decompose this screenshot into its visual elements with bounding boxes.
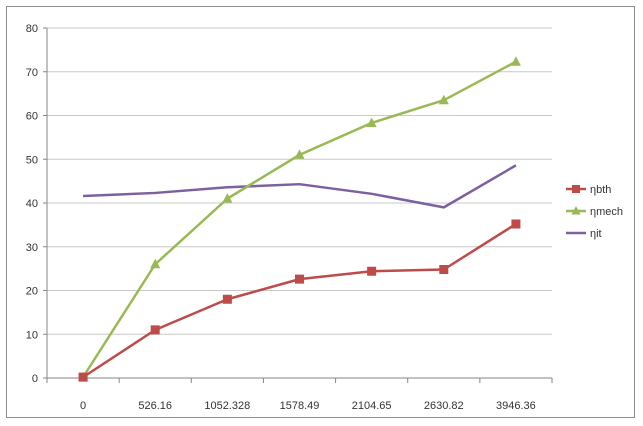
data-point-square bbox=[150, 325, 160, 335]
x-tick-label: 1052.328 bbox=[204, 400, 250, 412]
x-tick-label: 2104.65 bbox=[352, 400, 392, 412]
axes bbox=[43, 27, 553, 383]
data-point-square bbox=[222, 294, 232, 304]
legend-label: ηmech bbox=[590, 206, 623, 218]
data-point-triangle bbox=[510, 56, 521, 66]
x-axis-tick-labels: 0 526.16 1052.328 1578.49 2104.65 2630.82 3946… bbox=[80, 400, 536, 412]
data-point-triangle bbox=[222, 193, 233, 203]
x-tick-label: 526.16 bbox=[138, 400, 172, 412]
data-point-triangle bbox=[150, 258, 161, 269]
y-tick-label: 60 bbox=[26, 111, 38, 123]
x-tick-label: 0 bbox=[80, 400, 86, 412]
x-tick-label: 2630.82 bbox=[424, 400, 464, 412]
gridlines bbox=[47, 27, 552, 335]
series-line bbox=[82, 60, 517, 378]
series-line bbox=[83, 164, 517, 209]
y-tick-label: 80 bbox=[26, 23, 38, 35]
x-tick-label: 1578.49 bbox=[280, 400, 320, 412]
data-point-square bbox=[439, 265, 449, 274]
series-group bbox=[78, 56, 521, 382]
y-axis-tick-labels: 0 10 20 30 40 50 60 70 80 bbox=[26, 23, 38, 385]
data-point-square bbox=[367, 266, 377, 276]
y-tick-label: 50 bbox=[26, 154, 38, 166]
legend-marker-triangle bbox=[571, 206, 581, 215]
chart-area bbox=[6, 6, 635, 418]
legend-label: ηbth bbox=[590, 184, 611, 196]
legend-label: ηit bbox=[590, 228, 602, 240]
data-point-square bbox=[295, 274, 304, 284]
y-tick-label: 40 bbox=[26, 198, 38, 210]
data-point-triangle bbox=[366, 117, 377, 127]
data-point-square bbox=[511, 219, 521, 229]
y-tick-label: 20 bbox=[26, 286, 38, 298]
data-point-square bbox=[78, 372, 88, 382]
data-point-triangle bbox=[438, 94, 449, 105]
y-tick-label: 10 bbox=[26, 329, 38, 341]
y-tick-label: 70 bbox=[26, 67, 38, 79]
legend: ηbth ηmech ηit bbox=[566, 184, 623, 240]
y-tick-label: 0 bbox=[32, 373, 38, 385]
x-tick-label: 3946.36 bbox=[496, 400, 536, 412]
legend-marker-square bbox=[572, 185, 580, 193]
y-tick-label: 30 bbox=[26, 242, 38, 254]
data-point-triangle bbox=[294, 149, 305, 159]
